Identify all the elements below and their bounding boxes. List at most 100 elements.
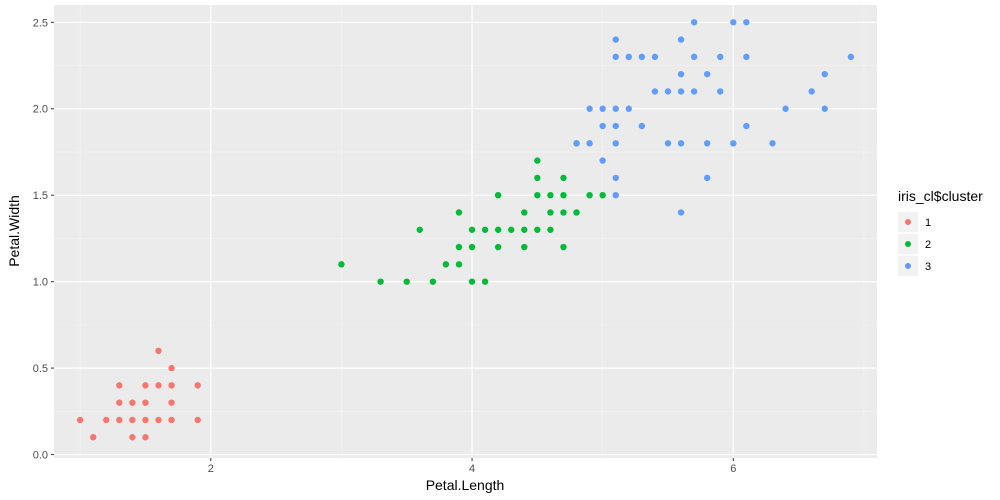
data-point-cluster-2: [547, 191, 554, 199]
data-point-cluster-2: [481, 226, 489, 233]
data-point-cluster-1: [168, 399, 175, 406]
y-tick-label: 1.0: [33, 277, 48, 289]
data-point-cluster-3: [599, 105, 606, 112]
data-point-cluster-2: [521, 209, 528, 216]
data-point-cluster-2: [468, 243, 476, 251]
data-point-cluster-3: [690, 19, 698, 26]
data-point-cluster-1: [129, 399, 136, 406]
data-point-cluster-2: [534, 191, 541, 199]
data-point-cluster-2: [338, 261, 345, 268]
data-point-cluster-1: [194, 416, 201, 424]
data-point-cluster-3: [821, 105, 828, 112]
data-point-cluster-3: [599, 157, 606, 164]
data-point-cluster-3: [612, 105, 619, 112]
data-point-cluster-3: [743, 122, 750, 130]
data-point-cluster-1: [155, 347, 162, 355]
data-point-cluster-3: [677, 209, 685, 216]
data-point-cluster-1: [142, 416, 149, 424]
data-point-cluster-2: [521, 243, 528, 251]
data-point-cluster-3: [677, 88, 685, 95]
data-point-cluster-2: [429, 278, 437, 285]
data-point-cluster-2: [455, 243, 463, 251]
data-point-cluster-3: [703, 174, 711, 182]
x-axis-title: Petal.Length: [426, 477, 505, 493]
legend-swatch-cluster-2: [905, 241, 911, 247]
data-point-cluster-3: [717, 88, 724, 95]
data-point-cluster-2: [534, 174, 541, 182]
data-point-cluster-2: [560, 174, 567, 182]
data-point-cluster-3: [743, 53, 750, 61]
data-point-cluster-3: [638, 53, 646, 61]
data-point-cluster-1: [129, 434, 136, 441]
data-point-cluster-3: [782, 105, 789, 112]
data-point-cluster-2: [521, 226, 528, 233]
data-point-cluster-2: [560, 209, 567, 216]
data-point-cluster-1: [89, 434, 97, 441]
data-point-cluster-1: [168, 416, 175, 424]
data-point-cluster-3: [625, 105, 632, 112]
data-point-cluster-3: [612, 191, 619, 199]
data-point-cluster-1: [155, 382, 162, 389]
data-point-cluster-3: [743, 19, 750, 26]
data-point-cluster-3: [821, 70, 828, 78]
data-point-cluster-3: [717, 53, 724, 61]
data-point-cluster-3: [612, 122, 619, 130]
x-axis: 2 4 6: [208, 458, 736, 475]
data-point-cluster-2: [494, 243, 502, 251]
data-point-cluster-3: [703, 70, 711, 78]
data-point-cluster-3: [677, 70, 685, 78]
data-point-cluster-3: [664, 88, 672, 95]
x-tick-label: 6: [730, 463, 736, 475]
legend-title: iris_cl$cluster: [898, 188, 983, 204]
data-point-cluster-1: [76, 416, 84, 424]
minor-gridlines: [54, 5, 877, 458]
data-point-cluster-3: [677, 140, 685, 147]
data-point-cluster-2: [494, 226, 502, 233]
data-point-cluster-3: [690, 88, 698, 95]
data-point-cluster-1: [168, 382, 175, 389]
data-point-cluster-1: [142, 434, 149, 441]
data-point-cluster-1: [155, 416, 162, 424]
data-point-cluster-2: [586, 191, 593, 199]
y-axis-title: Petal.Width: [6, 195, 22, 267]
data-point-cluster-1: [116, 382, 123, 389]
data-point-cluster-3: [612, 36, 619, 43]
data-point-cluster-3: [612, 53, 619, 61]
data-point-cluster-3: [677, 36, 685, 43]
legend-swatch-cluster-1: [905, 219, 911, 225]
data-point-cluster-3: [599, 122, 606, 130]
data-point-cluster-1: [168, 364, 175, 372]
data-point-cluster-2: [560, 243, 567, 251]
data-point-cluster-3: [730, 140, 737, 147]
data-point-cluster-1: [142, 382, 149, 389]
data-point-cluster-2: [468, 226, 476, 233]
data-point-cluster-3: [625, 53, 632, 61]
legend-label: 3: [925, 261, 931, 273]
data-point-cluster-3: [612, 140, 619, 147]
y-tick-label: 1.5: [33, 190, 48, 202]
legend-label: 2: [925, 239, 931, 251]
data-point-cluster-2: [442, 261, 450, 268]
data-point-cluster-2: [573, 209, 580, 216]
data-point-cluster-3: [703, 140, 711, 147]
data-point-cluster-2: [416, 226, 423, 233]
data-point-cluster-3: [690, 53, 698, 61]
data-points: [76, 19, 855, 441]
data-point-cluster-2: [560, 191, 567, 199]
data-point-cluster-3: [573, 140, 580, 147]
legend-swatch-cluster-3: [905, 263, 911, 269]
data-point-cluster-2: [455, 261, 463, 268]
data-point-cluster-2: [455, 209, 463, 216]
data-point-cluster-1: [116, 416, 123, 424]
data-point-cluster-2: [377, 278, 384, 285]
data-point-cluster-2: [494, 191, 502, 199]
data-point-cluster-2: [403, 278, 410, 285]
data-point-cluster-2: [547, 226, 554, 233]
data-point-cluster-3: [651, 53, 659, 61]
data-point-cluster-3: [586, 140, 593, 147]
y-tick-label: 0.0: [33, 450, 48, 462]
data-point-cluster-2: [547, 209, 554, 216]
plot-panel: [54, 5, 877, 458]
